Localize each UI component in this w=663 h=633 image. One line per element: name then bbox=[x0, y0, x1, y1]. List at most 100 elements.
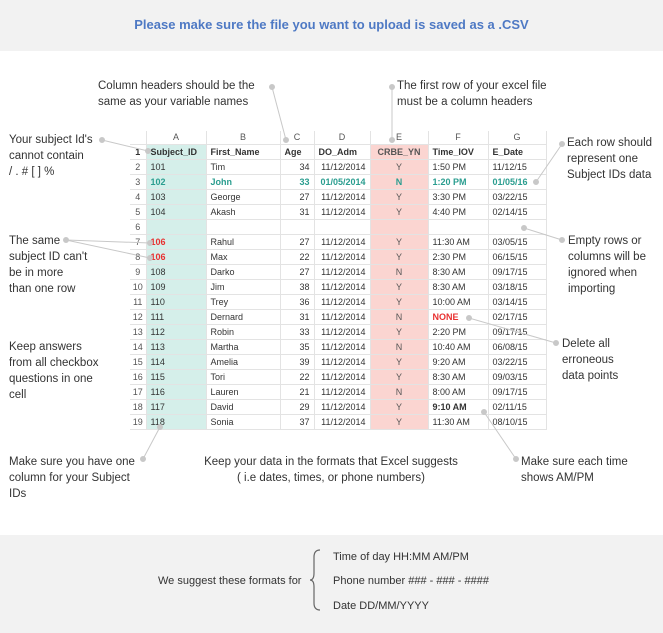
table-row: 13 112 Robin 33 11/12/2014 Y 2:20 PM 09/17/15 bbox=[130, 323, 547, 340]
header-row: 1 Subject_ID First_Name Age DO_Adm CRBE_… bbox=[130, 143, 547, 160]
table-cell: 8:30 AM bbox=[427, 263, 489, 280]
note-same-id: The same subject ID can't be in more tha… bbox=[9, 235, 88, 295]
table-cell: Dernard bbox=[205, 308, 281, 325]
note-ampm: Make sure each time shows AM/PM bbox=[521, 456, 628, 484]
table-cell: N bbox=[369, 338, 429, 355]
table-cell: 22 bbox=[279, 248, 315, 265]
table-cell: Y bbox=[369, 323, 429, 340]
table-cell: 11/12/2014 bbox=[313, 233, 371, 250]
table-cell: 11/12/2014 bbox=[313, 188, 371, 205]
table-cell: 38 bbox=[279, 278, 315, 295]
table-cell: George bbox=[205, 188, 281, 205]
banner: Please make sure the file you want to up… bbox=[0, 0, 663, 51]
table-row: 6 bbox=[130, 218, 547, 235]
table-cell: 103 bbox=[145, 188, 207, 205]
table-row: 10 109 Jim 38 11/12/2014 Y 8:30 AM 03/18/15 bbox=[130, 278, 547, 295]
table-cell: 21 bbox=[279, 383, 315, 400]
column-letter: G bbox=[487, 131, 547, 145]
table-cell: Rahul bbox=[205, 233, 281, 250]
footer-lead: We suggest these formats for bbox=[158, 575, 302, 587]
table-cell: 2:20 PM bbox=[427, 323, 489, 340]
table-cell: 02/14/15 bbox=[487, 203, 547, 220]
table-cell: Robin bbox=[205, 323, 281, 340]
table-cell bbox=[313, 218, 371, 235]
column-letter-row: A B C D E F G bbox=[130, 131, 547, 145]
header-cell: Subject_ID bbox=[145, 143, 207, 160]
table-cell: Tim bbox=[205, 158, 281, 175]
row-number: 17 bbox=[130, 383, 147, 400]
table-cell: 02/11/15 bbox=[487, 398, 547, 415]
row-number: 15 bbox=[130, 353, 147, 370]
note-column-headers: Column headers should be the same as you… bbox=[98, 80, 255, 108]
table-cell: 11/12/2014 bbox=[313, 278, 371, 295]
table-cell: Y bbox=[369, 188, 429, 205]
callout-dot bbox=[559, 141, 565, 147]
table-cell: 117 bbox=[145, 398, 207, 415]
table-cell: 06/15/15 bbox=[487, 248, 547, 265]
table-cell: 01/05/16 bbox=[487, 173, 547, 190]
table-cell: Sonia bbox=[205, 413, 281, 430]
header-cell: Age bbox=[279, 143, 315, 160]
table-cell: Lauren bbox=[205, 383, 281, 400]
table-cell: 31 bbox=[279, 203, 315, 220]
row-number: 19 bbox=[130, 413, 147, 430]
callout-dot bbox=[553, 340, 559, 346]
row-number: 12 bbox=[130, 308, 147, 325]
table-cell: 109 bbox=[145, 278, 207, 295]
table-cell: 11/12/2014 bbox=[313, 293, 371, 310]
table-cell: 22 bbox=[279, 368, 315, 385]
column-letter: F bbox=[427, 131, 489, 145]
table-cell: Y bbox=[369, 233, 429, 250]
row-number: 10 bbox=[130, 278, 147, 295]
table-cell: Y bbox=[369, 353, 429, 370]
table-cell: 11/12/2014 bbox=[313, 383, 371, 400]
table-cell: Martha bbox=[205, 338, 281, 355]
table-cell: 101 bbox=[145, 158, 207, 175]
table-cell: N bbox=[369, 263, 429, 280]
table-cell: 09/17/15 bbox=[487, 383, 547, 400]
table-cell: 11/12/2014 bbox=[313, 308, 371, 325]
table-cell: 11:30 AM bbox=[427, 233, 489, 250]
table-row: 3 102 John 33 01/05/2014 N 1:20 PM 01/05/16 bbox=[130, 173, 547, 190]
table-cell bbox=[487, 218, 547, 235]
row-number: 1 bbox=[130, 143, 147, 160]
table-cell: 11/12/2014 bbox=[313, 413, 371, 430]
row-number: 6 bbox=[130, 218, 147, 235]
column-letter: A bbox=[145, 131, 207, 145]
table-cell: 10:00 AM bbox=[427, 293, 489, 310]
table-cell: 2:30 PM bbox=[427, 248, 489, 265]
note-erroneous: Delete all erroneous data points bbox=[562, 338, 619, 382]
table-cell bbox=[145, 218, 207, 235]
table-cell: 03/22/15 bbox=[487, 188, 547, 205]
table-cell: 03/18/15 bbox=[487, 278, 547, 295]
row-number: 3 bbox=[130, 173, 147, 190]
table-row: 19 118 Sonia 37 11/12/2014 Y 11:30 AM 08/10/15 bbox=[130, 413, 547, 430]
table-cell: Y bbox=[369, 158, 429, 175]
banner-text: Please make sure the file you want to up… bbox=[134, 17, 529, 32]
table-cell: 111 bbox=[145, 308, 207, 325]
row-number: 13 bbox=[130, 323, 147, 340]
table-row: 12 111 Dernard 31 11/12/2014 N NONE 02/17/15 bbox=[130, 308, 547, 325]
table-cell: Trey bbox=[205, 293, 281, 310]
table-cell: 112 bbox=[145, 323, 207, 340]
table-cell: 3:30 PM bbox=[427, 188, 489, 205]
header-cell: DO_Adm bbox=[313, 143, 371, 160]
table-cell: 4:40 PM bbox=[427, 203, 489, 220]
table-row: 7 106 Rahul 27 11/12/2014 Y 11:30 AM 03/05/15 bbox=[130, 233, 547, 250]
table-cell: 116 bbox=[145, 383, 207, 400]
table-cell: 11/12/2014 bbox=[313, 203, 371, 220]
callout-line bbox=[142, 426, 161, 460]
table-cell: 106 bbox=[145, 233, 207, 250]
callout-dot bbox=[513, 456, 519, 462]
callout-dot bbox=[140, 456, 146, 462]
table-cell: NONE bbox=[427, 308, 489, 325]
table-row: 4 103 George 27 11/12/2014 Y 3:30 PM 03/22/15 bbox=[130, 188, 547, 205]
table-row: 15 114 Amelia 39 11/12/2014 Y 9:20 AM 03/22/15 bbox=[130, 353, 547, 370]
format-phone: Phone number ### - ### - #### bbox=[333, 575, 489, 587]
table-cell: 108 bbox=[145, 263, 207, 280]
table-cell: 11/12/2014 bbox=[313, 248, 371, 265]
note-subject-id: Your subject Id's cannot contain / . # [… bbox=[9, 134, 93, 178]
table-row: 8 106 Max 22 11/12/2014 Y 2:30 PM 06/15/15 bbox=[130, 248, 547, 265]
table-cell: 27 bbox=[279, 263, 315, 280]
table-cell: 03/05/15 bbox=[487, 233, 547, 250]
